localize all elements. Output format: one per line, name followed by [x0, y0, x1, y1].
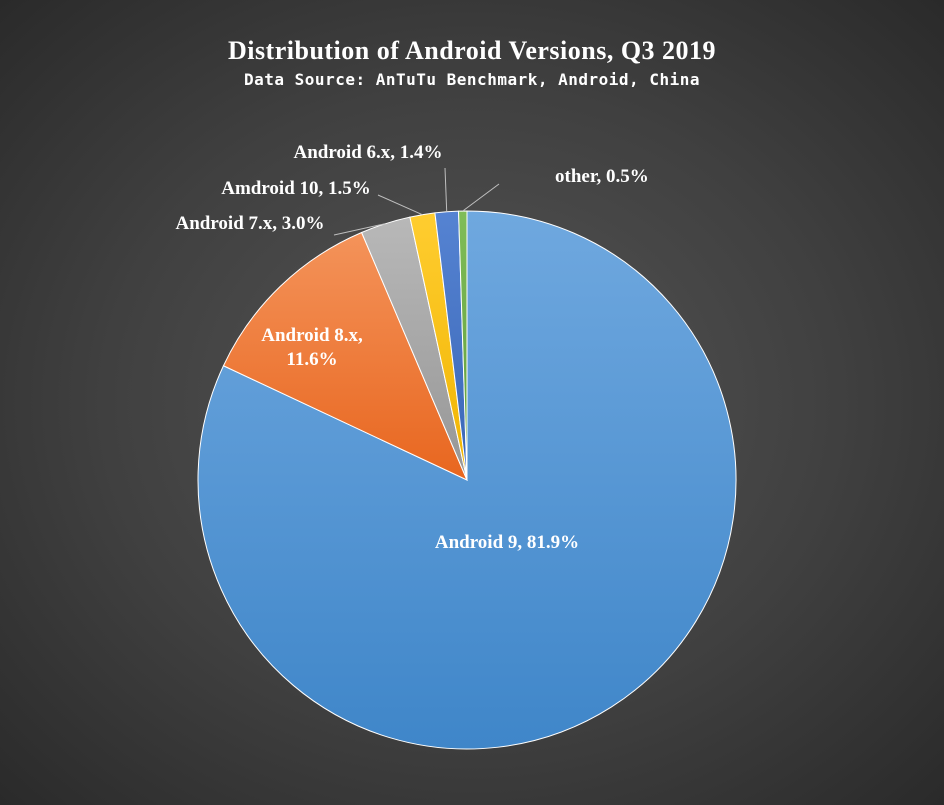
slice-label-5: other, 0.5%: [555, 166, 649, 187]
leader-line-3: [377, 194, 423, 216]
pie-slice-android-8x: [222, 231, 468, 482]
leader-line-4: [444, 167, 448, 212]
slice-label-2: Android 7.x, 3.0%: [175, 213, 324, 234]
leader-line-5: [462, 183, 500, 212]
leader-line-2: [333, 223, 386, 236]
slice-label-4: Android 6.x, 1.4%: [293, 142, 442, 163]
chart-title: Distribution of Android Versions, Q3 201…: [227, 36, 717, 65]
pie-slice-other: [458, 210, 468, 481]
slice-label-3: Amdroid 10, 1.5%: [221, 178, 371, 199]
slice-label-1: Android 8.x, 11.6%: [261, 325, 363, 370]
chart-subtitle: Data Source: AnTuTu Benchmark, Android, …: [244, 70, 700, 89]
slice-label-0: Android 9, 81.9%: [435, 532, 579, 553]
